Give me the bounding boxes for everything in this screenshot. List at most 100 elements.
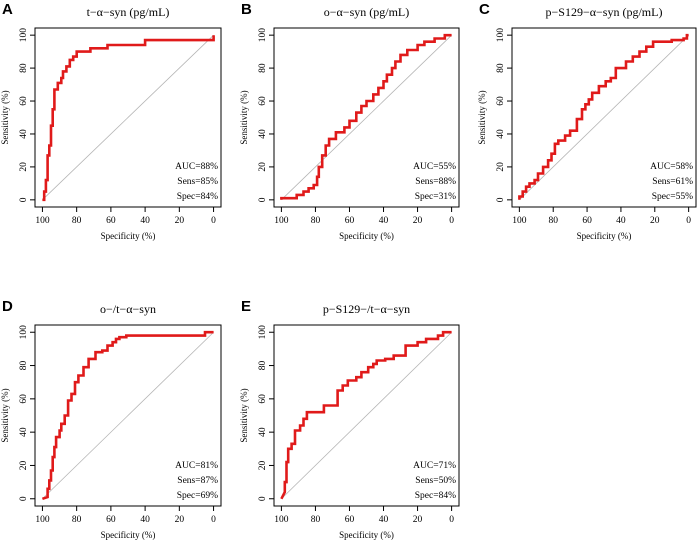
plot-frame	[34, 27, 222, 208]
x-axis-label: Specificity (%)	[339, 530, 394, 540]
plot-title: t−α−syn (pg/mL)	[87, 5, 170, 19]
x-tick-label: 100	[274, 216, 289, 226]
x-tick-label: 60	[106, 216, 116, 226]
x-tick-label: 100	[35, 515, 50, 525]
x-tick-label: 80	[548, 216, 558, 226]
y-tick-label: 0	[19, 197, 29, 202]
stat-label: AUC=88%	[175, 162, 218, 172]
panel-letter: D	[2, 298, 13, 315]
roc-curve	[41, 330, 214, 501]
x-tick-label: 20	[175, 216, 185, 226]
reference-diagonal	[42, 34, 214, 201]
reference-diagonal	[281, 34, 452, 201]
y-tick-label: 40	[19, 427, 29, 437]
roc-curve	[280, 330, 452, 500]
x-axis-label: Specificity (%)	[101, 231, 156, 241]
y-axis-label: Sensitivity (%)	[239, 388, 249, 442]
y-tick-label: 40	[258, 129, 268, 139]
y-axis-label: Sensitivity (%)	[0, 388, 10, 442]
stat-label: Sens=85%	[177, 177, 218, 187]
y-tick-label: 0	[258, 197, 268, 202]
reference-diagonal	[281, 331, 452, 500]
plot-frame	[273, 27, 460, 208]
y-tick-label: 20	[19, 162, 29, 172]
plot-title: o−/t−α−syn	[100, 302, 156, 316]
y-tick-label: 80	[258, 63, 268, 73]
reference-diagonal	[42, 331, 214, 500]
stat-label: Spec=84%	[177, 192, 218, 202]
stat-label: Spec=84%	[415, 491, 456, 501]
x-tick-label: 40	[140, 515, 150, 525]
x-tick-label: 100	[512, 216, 527, 226]
y-tick-label: 60	[19, 394, 29, 404]
plot-frame	[34, 324, 222, 507]
roc-curve	[42, 35, 215, 202]
y-tick-label: 100	[258, 28, 268, 43]
y-tick-label: 80	[258, 361, 268, 371]
x-tick-label: 20	[175, 515, 185, 525]
y-tick-label: 0	[258, 496, 268, 501]
y-tick-label: 40	[258, 427, 268, 437]
y-axis-label: Sensitivity (%)	[239, 90, 249, 144]
y-tick-label: 80	[496, 63, 506, 73]
stat-label: Sens=88%	[415, 177, 456, 187]
panel-letter: C	[479, 1, 490, 18]
x-axis-label: Specificity (%)	[339, 231, 394, 241]
panel-letter: A	[2, 1, 13, 18]
y-tick-label: 60	[258, 96, 268, 106]
stat-label: AUC=58%	[650, 162, 693, 172]
y-axis-label: Sensitivity (%)	[477, 90, 487, 144]
x-axis-label: Specificity (%)	[577, 231, 632, 241]
stat-label: Spec=69%	[177, 491, 218, 501]
stat-label: AUC=71%	[413, 461, 456, 471]
y-tick-label: 0	[496, 197, 506, 202]
x-axis-label: Specificity (%)	[101, 530, 156, 540]
x-tick-label: 100	[35, 216, 50, 226]
y-tick-label: 20	[258, 162, 268, 172]
y-tick-label: 0	[19, 496, 29, 501]
x-tick-label: 40	[140, 216, 150, 226]
panel-letter: B	[241, 1, 252, 18]
y-tick-label: 80	[19, 63, 29, 73]
x-tick-label: 40	[616, 216, 626, 226]
x-tick-label: 60	[345, 515, 355, 525]
roc-curve	[280, 33, 452, 200]
stat-label: Sens=61%	[652, 177, 693, 187]
x-tick-label: 20	[650, 216, 660, 226]
y-tick-label: 40	[19, 129, 29, 139]
stat-label: Sens=87%	[177, 476, 218, 486]
x-tick-label: 40	[379, 515, 389, 525]
x-tick-label: 60	[582, 216, 592, 226]
y-tick-label: 100	[258, 325, 268, 340]
y-tick-label: 40	[496, 129, 506, 139]
stat-label: Sens=50%	[415, 476, 456, 486]
y-tick-label: 100	[19, 325, 29, 340]
y-tick-label: 60	[258, 394, 268, 404]
stat-label: AUC=81%	[175, 461, 218, 471]
x-tick-label: 60	[345, 216, 355, 226]
x-tick-label: 0	[211, 216, 216, 226]
roc-curve	[518, 33, 689, 200]
y-tick-label: 20	[496, 162, 506, 172]
reference-diagonal	[519, 34, 689, 201]
x-tick-label: 0	[449, 216, 454, 226]
y-tick-label: 80	[19, 361, 29, 371]
y-tick-label: 60	[19, 96, 29, 106]
y-tick-label: 60	[496, 96, 506, 106]
x-tick-label: 20	[413, 515, 423, 525]
x-tick-label: 80	[311, 515, 321, 525]
panel-letter: E	[241, 298, 251, 315]
stat-label: Spec=55%	[652, 192, 693, 202]
plot-title: o−α−syn (pg/mL)	[324, 5, 409, 19]
x-tick-label: 20	[413, 216, 423, 226]
x-tick-label: 40	[379, 216, 389, 226]
x-tick-label: 0	[449, 515, 454, 525]
x-tick-label: 60	[106, 515, 116, 525]
plot-title: p−S129−α−syn (pg/mL)	[546, 5, 663, 19]
plot-title: p−S129−/t−α−syn	[323, 302, 410, 316]
y-tick-label: 20	[258, 460, 268, 470]
